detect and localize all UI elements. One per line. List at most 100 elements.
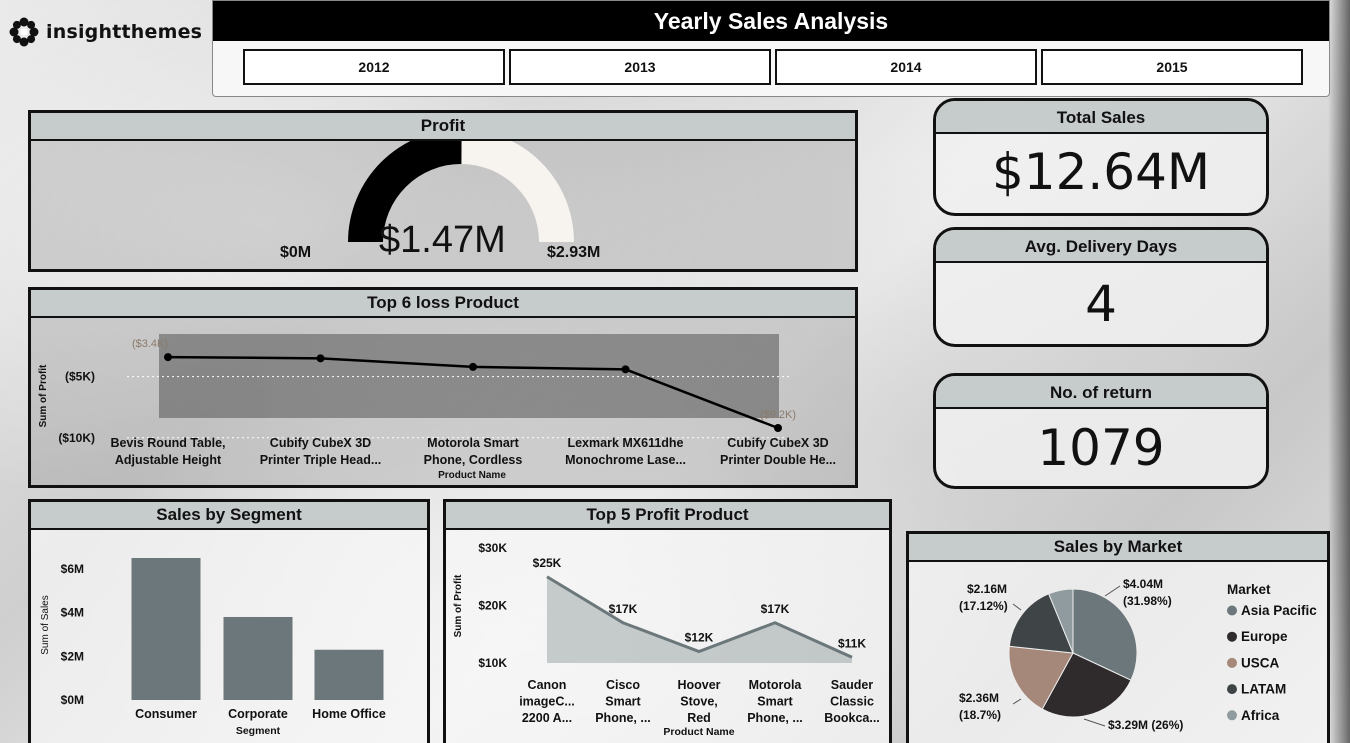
y-tick-label: $20K bbox=[478, 599, 507, 613]
segment-chart-title: Sales by Segment bbox=[31, 502, 427, 530]
x-tick-label: Motorola bbox=[749, 678, 803, 692]
profit-gauge-panel: Profit $1.47M $0M $2.93M bbox=[28, 110, 858, 272]
x-tick-label: imageC... bbox=[519, 695, 575, 709]
x-tick-label: Printer Triple Head... bbox=[260, 453, 382, 467]
data-label: $17K bbox=[609, 602, 638, 616]
legend-marker bbox=[1227, 657, 1237, 668]
returns-title: No. of return bbox=[936, 376, 1266, 409]
profit-product-panel: Top 5 Profit Product $10K $20K $30K Sum of … bbox=[443, 499, 892, 743]
data-point bbox=[621, 365, 630, 374]
x-tick-label: Home Office bbox=[312, 707, 386, 721]
segment-bar-chart[interactable]: $0M $2M $4M $6M Sum of Sales Consumer Corporat… bbox=[31, 530, 427, 743]
x-tick-label: Phone, ... bbox=[747, 711, 803, 725]
loss-line-chart[interactable]: ($5K) ($10K) Sum of Profit ($3.4K) ($9.2K) Be… bbox=[31, 318, 855, 485]
x-tick-label: Stove, bbox=[680, 695, 718, 709]
data-point bbox=[469, 362, 477, 371]
x-tick-label: Cubify CubeX 3D bbox=[727, 436, 828, 450]
year-button-2012[interactable]: 2012 bbox=[243, 49, 505, 85]
returns-card: No. of return 1079 bbox=[933, 373, 1269, 489]
market-pie-chart[interactable]: $4.04M (31.98%) $3.29M (26%) $2.36M (18.7%) $… bbox=[909, 562, 1327, 743]
y-tick-label: $10K bbox=[478, 656, 507, 670]
x-tick-label: Classic bbox=[830, 695, 874, 709]
leader-line bbox=[1104, 585, 1121, 597]
gauge-value: $1.47M bbox=[379, 219, 506, 261]
data-label: ($9.2K) bbox=[760, 409, 796, 421]
profit-gauge[interactable] bbox=[31, 141, 855, 269]
data-label: $12K bbox=[685, 631, 714, 645]
x-tick-label: Red bbox=[687, 711, 711, 725]
x-tick-label: Smart bbox=[757, 695, 793, 709]
gauge-fill bbox=[348, 141, 462, 242]
profit-area-chart[interactable]: $10K $20K $30K Sum of Profit $25K $17K $12K $17… bbox=[446, 530, 889, 743]
year-button-2015[interactable]: 2015 bbox=[1041, 49, 1303, 85]
leader-line bbox=[1012, 698, 1022, 705]
data-label: $3.29M (26%) bbox=[1108, 718, 1183, 732]
y-axis-label: Sum of Sales bbox=[40, 595, 51, 654]
data-label: $2.36M bbox=[959, 691, 999, 705]
leader-line bbox=[1012, 603, 1022, 611]
gauge-min-label: $0M bbox=[280, 244, 312, 261]
y-axis-label: Sum of Profit bbox=[38, 364, 49, 427]
x-axis-label: Segment bbox=[236, 725, 281, 737]
x-tick-label: Lexmark MX611dhe bbox=[567, 436, 683, 450]
profit-gauge-title: Profit bbox=[31, 113, 855, 141]
page-title: Yearly Sales Analysis bbox=[213, 1, 1329, 41]
legend-label-asia-pacific: Asia Pacific bbox=[1241, 603, 1317, 618]
x-tick-label: Sauder bbox=[831, 678, 874, 692]
data-label: ($3.4K) bbox=[132, 338, 168, 350]
segment-panel: Sales by Segment $0M $2M $4M $6M Sum of Sale… bbox=[28, 499, 430, 743]
loss-chart-title: Top 6 loss Product bbox=[31, 290, 855, 318]
year-slicer: 2012 2013 2014 2015 bbox=[243, 49, 1303, 85]
pie-slice-africa bbox=[1048, 588, 1074, 654]
y-tick-label: $2M bbox=[61, 649, 84, 663]
x-tick-label: Phone, ... bbox=[595, 711, 651, 725]
x-tick-label: Adjustable Height bbox=[115, 453, 222, 467]
delivery-days-title: Avg. Delivery Days bbox=[936, 230, 1266, 263]
market-panel: Sales by Market $4.04M (31.98%) $3.29M (26… bbox=[906, 531, 1330, 743]
x-tick-label: Monochrome Lase... bbox=[565, 453, 686, 467]
bar-consumer bbox=[131, 558, 201, 700]
profit-line bbox=[546, 575, 853, 659]
year-button-2014[interactable]: 2014 bbox=[775, 49, 1037, 85]
total-sales-value: $12.64M bbox=[991, 143, 1211, 201]
data-point bbox=[164, 353, 172, 362]
highlight-band bbox=[159, 334, 779, 418]
x-tick-label: Phone, Cordless bbox=[424, 453, 523, 467]
x-axis-label: Product Name bbox=[438, 470, 506, 481]
data-label: (17.12%) bbox=[959, 599, 1008, 613]
legend-label-europe: Europe bbox=[1241, 629, 1288, 644]
y-axis-label: Sum of Profit bbox=[453, 574, 464, 637]
page-edge-shadow bbox=[1328, 0, 1350, 743]
market-chart-title: Sales by Market bbox=[909, 534, 1327, 562]
x-tick-label: Bevis Round Table, bbox=[110, 436, 225, 450]
x-tick-label: 2200 A... bbox=[522, 711, 572, 725]
gauge-max-label: $2.93M bbox=[547, 244, 601, 261]
loss-product-panel: Top 6 loss Product ($5K) ($10K) Sum of Pro… bbox=[28, 287, 858, 488]
x-tick-label: Canon bbox=[528, 678, 567, 692]
data-label: $25K bbox=[533, 556, 562, 570]
legend-label-latam: LATAM bbox=[1241, 682, 1286, 697]
y-tick-label: ($10K) bbox=[58, 431, 95, 445]
data-point bbox=[316, 354, 325, 363]
data-label: $11K bbox=[838, 636, 866, 650]
brand-name: insightthemes bbox=[46, 21, 203, 43]
bar-corporate bbox=[223, 616, 293, 700]
data-label: $17K bbox=[761, 602, 790, 616]
x-tick-label: Printer Double He... bbox=[720, 453, 836, 467]
brand-logo: insightthemes bbox=[8, 16, 202, 48]
y-tick-label: $4M bbox=[61, 606, 84, 620]
legend-marker bbox=[1227, 710, 1237, 721]
pie-slice-latam bbox=[1008, 593, 1074, 654]
pie-slice-asia-pacific bbox=[1072, 588, 1138, 681]
total-sales-card: Total Sales $12.64M bbox=[933, 98, 1269, 216]
legend-label-africa: Africa bbox=[1241, 708, 1280, 723]
pie-slice-usca bbox=[1008, 645, 1074, 710]
x-tick-label: Corporate bbox=[228, 707, 288, 721]
year-button-2013[interactable]: 2013 bbox=[509, 49, 771, 85]
x-tick-label: Consumer bbox=[135, 707, 197, 721]
legend-marker bbox=[1227, 631, 1237, 642]
data-point bbox=[774, 424, 782, 432]
x-axis-label: Product Name bbox=[663, 726, 734, 738]
flower-logo-icon bbox=[9, 17, 39, 47]
legend-label-usca: USCA bbox=[1241, 655, 1280, 670]
